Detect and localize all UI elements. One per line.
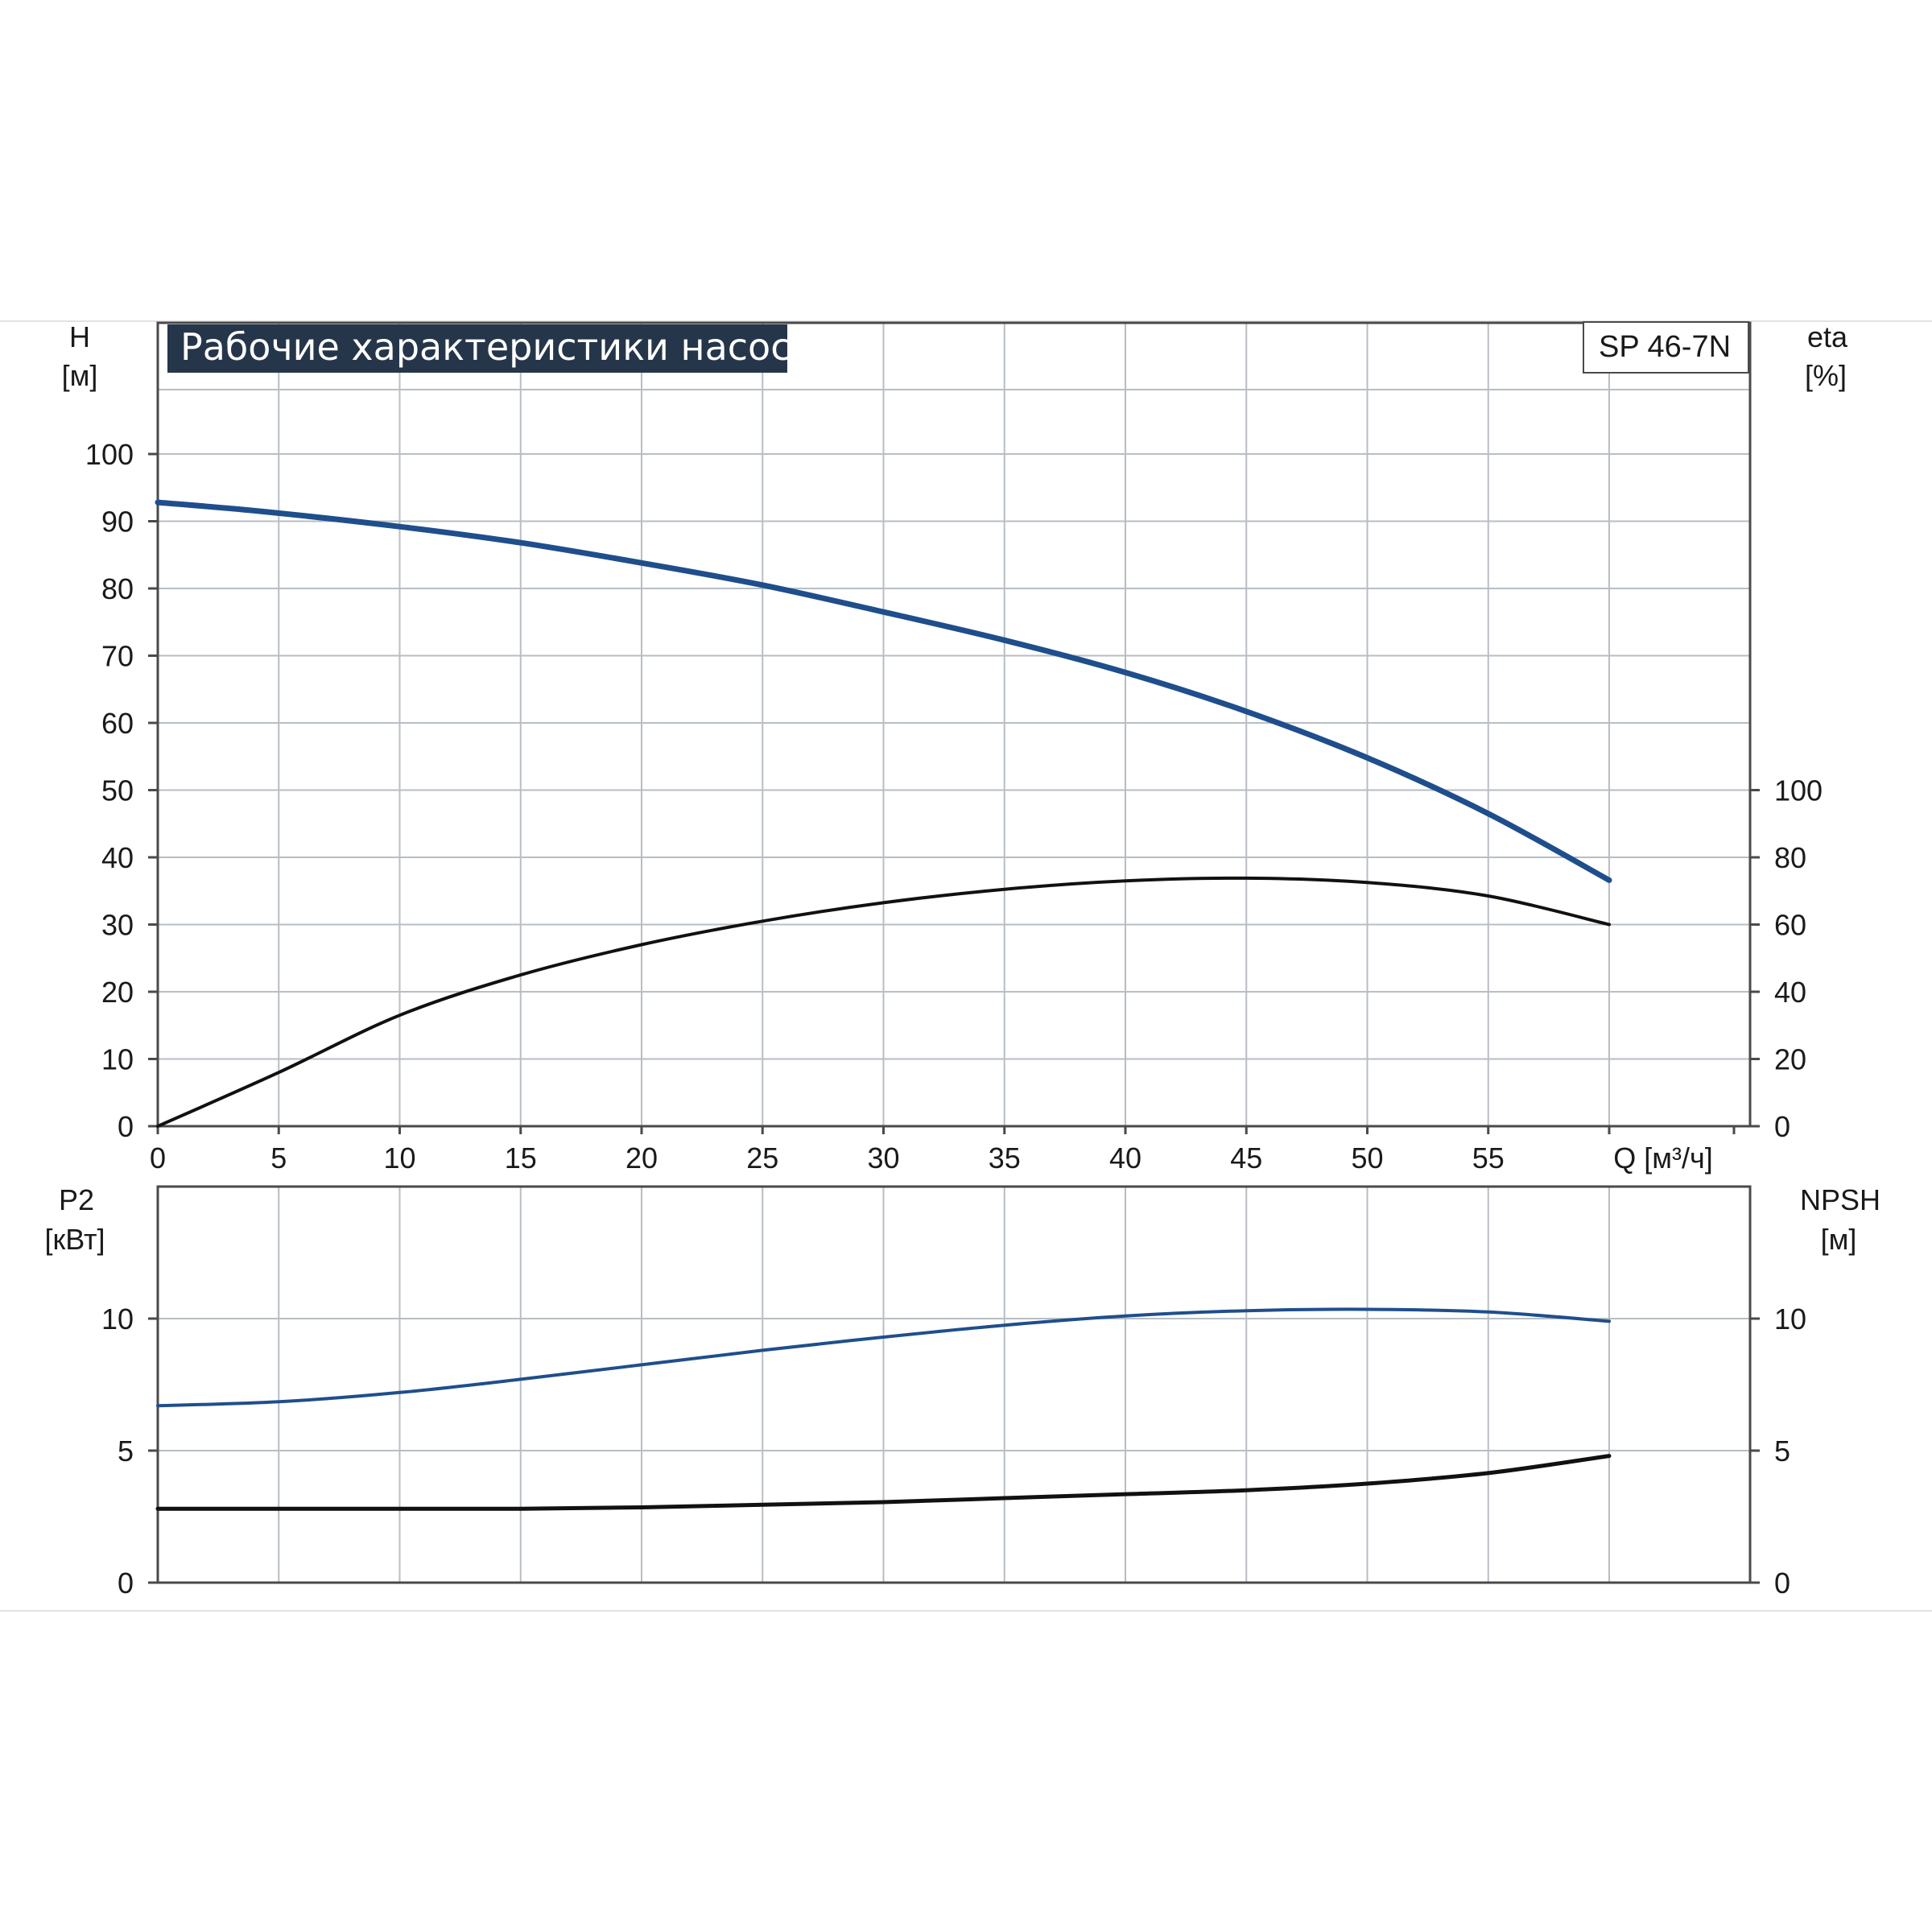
y2-tick-label: 0 xyxy=(1774,1567,1790,1600)
y2-tick-label: 5 xyxy=(1774,1435,1790,1468)
y2-tick-label: 60 xyxy=(1774,909,1806,942)
y2-tick-label: 0 xyxy=(1774,1110,1790,1143)
x-tick-label: 45 xyxy=(1230,1141,1262,1174)
x-tick-label: 15 xyxy=(505,1141,537,1174)
y-tick-label: 30 xyxy=(101,909,134,942)
y-tick-label: 0 xyxy=(118,1567,134,1600)
y2-tick-label: 40 xyxy=(1774,976,1806,1009)
bottom-plot-frame xyxy=(156,1185,1752,1584)
x-tick-label: 5 xyxy=(270,1141,287,1174)
y2-tick-label: 20 xyxy=(1774,1043,1806,1076)
x-tick-label: 55 xyxy=(1472,1141,1505,1174)
y-tick-label: 60 xyxy=(101,707,134,740)
y-tick-label: 20 xyxy=(101,976,134,1009)
y2-tick-label: 10 xyxy=(1774,1302,1806,1335)
y-tick-label: 0 xyxy=(118,1110,134,1143)
y-tick-label: 50 xyxy=(101,774,134,807)
top-plot-frame xyxy=(156,321,1752,1128)
y-tick-label: 80 xyxy=(101,572,134,605)
y2-axis-label-npsh: NPSH xyxy=(1800,1183,1880,1216)
npsh-curve xyxy=(155,1454,1612,1511)
head-curve xyxy=(155,499,1612,883)
y2-axis-unit-eta: [%] xyxy=(1805,359,1847,392)
x-tick-label: 35 xyxy=(989,1141,1021,1174)
chart-title: Рабочие характеристики насоса xyxy=(180,325,814,369)
x-axis-label: Q [м³/ч] xyxy=(1613,1141,1713,1174)
efficiency-curve xyxy=(156,876,1611,1128)
x-tick-label: 25 xyxy=(746,1141,778,1174)
y-axis-unit-power: [кВт] xyxy=(44,1223,105,1256)
model-label-box xyxy=(1583,321,1749,374)
top-panel-grid xyxy=(158,323,1750,1126)
chart-title-box xyxy=(167,324,787,373)
y-axis-label-power: P2 xyxy=(59,1183,94,1216)
y-axis-label-head: H xyxy=(69,320,90,353)
y-tick-label: 100 xyxy=(85,438,134,471)
y-tick-label: 10 xyxy=(101,1302,134,1335)
y-tick-label: 5 xyxy=(118,1435,134,1468)
x-tick-label: 20 xyxy=(625,1141,658,1174)
y2-axis-unit-npsh: [м] xyxy=(1821,1223,1857,1256)
x-tick-label: 30 xyxy=(867,1141,899,1174)
x-tick-label: 40 xyxy=(1109,1141,1141,1174)
y2-tick-label: 100 xyxy=(1774,774,1823,807)
y-tick-label: 40 xyxy=(101,841,134,874)
y-tick-label: 10 xyxy=(101,1043,134,1076)
x-tick-label: 10 xyxy=(383,1141,415,1174)
model-label: SP 46-7N xyxy=(1599,330,1731,364)
y2-tick-label: 80 xyxy=(1774,841,1806,874)
y-tick-label: 90 xyxy=(101,506,134,539)
x-tick-label: 50 xyxy=(1351,1141,1383,1174)
power-curve xyxy=(156,1307,1611,1408)
y-axis-unit-head: [м] xyxy=(62,359,98,392)
y2-axis-label-eta: eta xyxy=(1807,320,1848,353)
series-layer xyxy=(155,499,1612,1511)
y-tick-label: 70 xyxy=(101,640,134,673)
x-tick-label: 0 xyxy=(150,1141,166,1174)
bottom-panel-ticks: 0 5 10 0 5 10 xyxy=(101,1302,1806,1600)
bottom-panel-grid xyxy=(158,1187,1750,1583)
top-panel-ticks: 0 5 10 15 20 25 30 35 40 45 50 55 0 10 20 30 40 50 60 70 80 9… xyxy=(85,438,1823,1174)
